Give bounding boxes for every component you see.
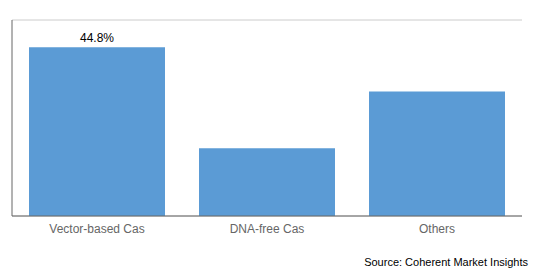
svg-text:Vector-based Cas: Vector-based Cas bbox=[49, 222, 144, 236]
svg-text:DNA-free Cas: DNA-free Cas bbox=[230, 222, 305, 236]
html-text:Source: Coherent Market Insigh: Source: Coherent Market Insights bbox=[364, 256, 528, 268]
svg-text:44.8%: 44.8% bbox=[80, 31, 114, 45]
svg-text:Others: Others bbox=[419, 222, 455, 236]
